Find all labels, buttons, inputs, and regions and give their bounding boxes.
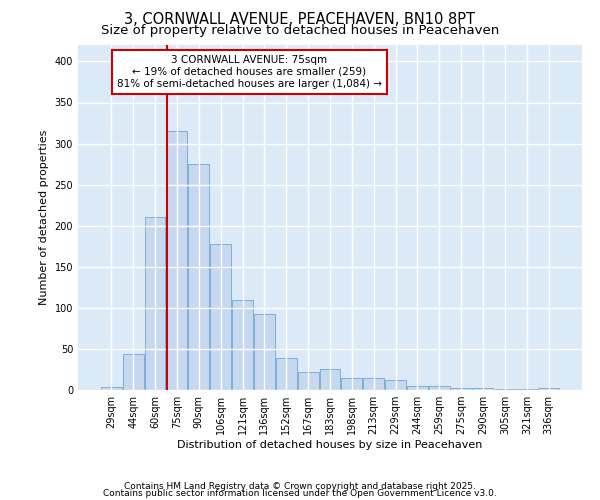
Text: 3 CORNWALL AVENUE: 75sqm
← 19% of detached houses are smaller (259)
81% of semi-: 3 CORNWALL AVENUE: 75sqm ← 19% of detach… <box>117 56 382 88</box>
Bar <box>494 389 515 390</box>
X-axis label: Distribution of detached houses by size in Peacehaven: Distribution of detached houses by size … <box>178 440 482 450</box>
Bar <box>517 389 537 390</box>
Bar <box>473 388 493 390</box>
Text: Contains HM Land Registry data © Crown copyright and database right 2025.: Contains HM Land Registry data © Crown c… <box>124 482 476 491</box>
Bar <box>341 378 362 390</box>
Bar <box>320 370 340 390</box>
Bar <box>188 164 209 390</box>
Text: Contains public sector information licensed under the Open Government Licence v3: Contains public sector information licen… <box>103 489 497 498</box>
Bar <box>364 378 384 390</box>
Bar <box>101 386 122 390</box>
Bar <box>254 314 275 390</box>
Text: Size of property relative to detached houses in Peacehaven: Size of property relative to detached ho… <box>101 24 499 37</box>
Bar <box>407 386 428 390</box>
Bar <box>123 354 143 390</box>
Bar <box>145 218 166 390</box>
Bar <box>538 388 559 390</box>
Bar <box>385 380 406 390</box>
Bar <box>232 300 253 390</box>
Text: 3, CORNWALL AVENUE, PEACEHAVEN, BN10 8PT: 3, CORNWALL AVENUE, PEACEHAVEN, BN10 8PT <box>125 12 476 28</box>
Bar <box>276 358 296 390</box>
Bar <box>167 131 187 390</box>
Y-axis label: Number of detached properties: Number of detached properties <box>39 130 49 305</box>
Bar <box>451 388 472 390</box>
Bar <box>298 372 319 390</box>
Bar <box>210 244 231 390</box>
Bar <box>429 386 450 390</box>
